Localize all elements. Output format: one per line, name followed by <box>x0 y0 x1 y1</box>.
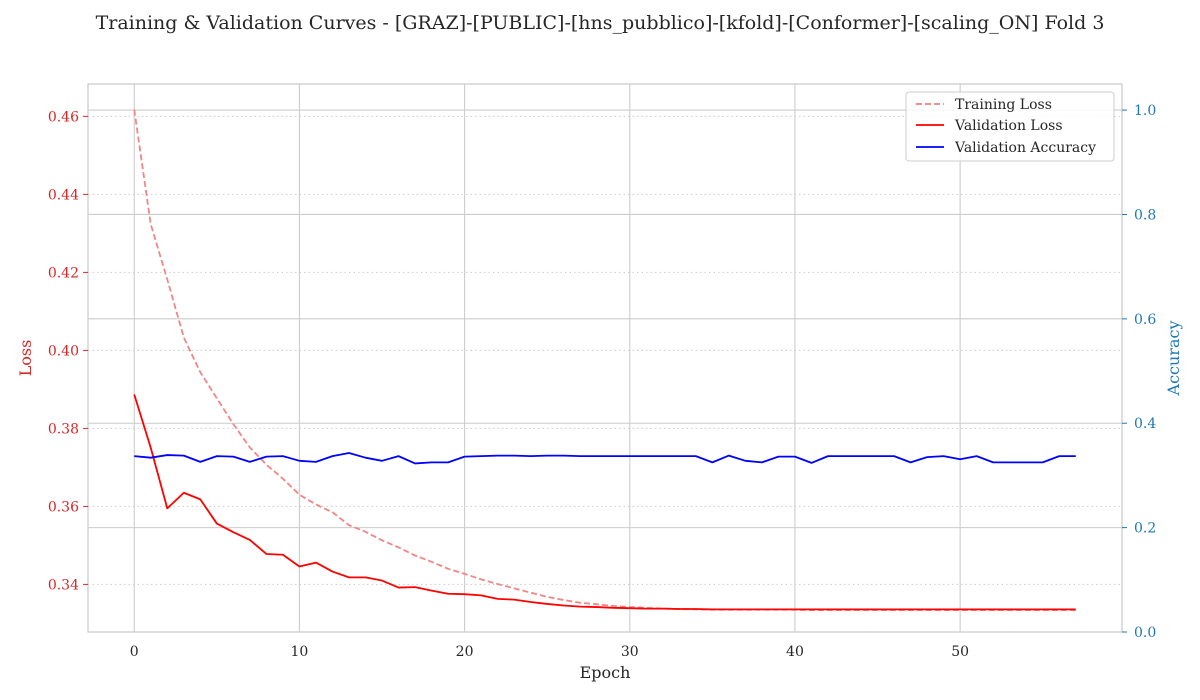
legend-label-training-loss: Training Loss <box>955 97 1052 113</box>
grid <box>88 84 1122 632</box>
training-loss-line <box>133 109 1076 612</box>
y-left-tick-label: 0.38 <box>48 421 79 437</box>
y-right-tick-label: 1.0 <box>1134 103 1156 119</box>
y-right-tick-label: 0.0 <box>1134 625 1156 641</box>
y-left-tick-label: 0.36 <box>48 499 79 515</box>
legend-label-validation-loss: Validation Loss <box>954 118 1063 134</box>
legend-label-validation-accuracy: Validation Accuracy <box>954 140 1096 156</box>
axis-ticks: 0 10 20 30 40 50 0.0 0.2 0.4 0.6 0.8 1.0 0.34 0.36 0.3… <box>48 103 1157 660</box>
y-left-tick-label: 0.40 <box>48 343 79 359</box>
validation-loss-line <box>133 394 1076 611</box>
series-lines <box>133 109 1076 612</box>
x-axis-label: Epoch <box>580 663 631 682</box>
y-right-tick-label: 0.6 <box>1134 312 1156 328</box>
x-tick-label: 30 <box>621 644 639 660</box>
legend-box <box>905 91 1115 162</box>
y-right-tick-label: 0.2 <box>1134 521 1156 537</box>
validation-accuracy-line <box>134 452 1076 465</box>
y-left-tick-label: 0.42 <box>48 265 79 281</box>
y-left-tick-label: 0.34 <box>48 577 79 593</box>
y-axis-left-label: Loss <box>16 340 35 377</box>
y-right-tick-label: 0.4 <box>1134 416 1156 432</box>
y-right-tick-label: 0.8 <box>1134 207 1156 223</box>
legend: Training Loss Validation Loss Validation… <box>905 91 1115 162</box>
x-tick-label: 0 <box>130 644 139 660</box>
y-axis-right-label: Accuracy <box>1164 321 1183 397</box>
plot-frame <box>87 83 1123 633</box>
x-tick-label: 40 <box>786 644 804 660</box>
x-tick-label: 20 <box>456 644 474 660</box>
y-left-tick-label: 0.46 <box>48 109 79 125</box>
x-tick-label: 10 <box>291 644 309 660</box>
x-tick-label: 50 <box>951 644 969 660</box>
chart-title: Training & Validation Curves - [GRAZ]-[P… <box>96 12 1105 34</box>
y-left-tick-label: 0.44 <box>48 187 79 203</box>
